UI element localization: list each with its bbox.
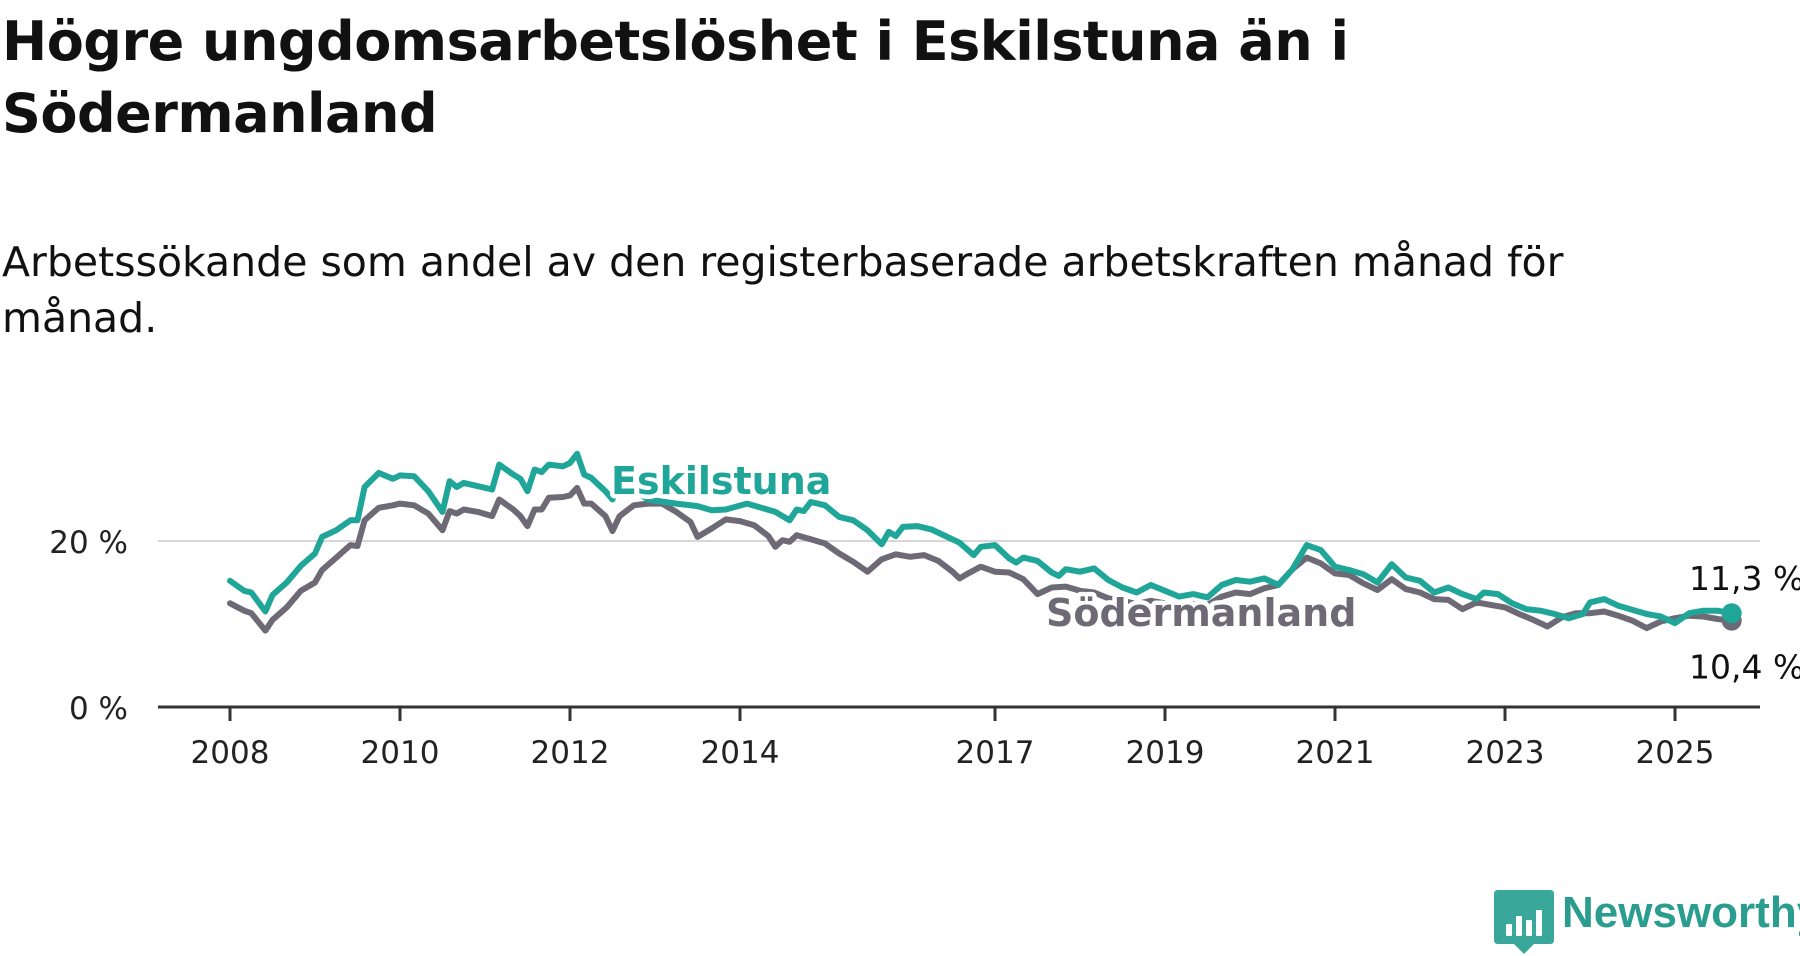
series-label-sodermanland: Södermanland xyxy=(1046,591,1356,635)
y-tick-label: 0 % xyxy=(69,691,128,727)
series-label-eskilstuna: Eskilstuna xyxy=(611,459,831,503)
y-tick-label: 20 % xyxy=(49,525,128,561)
series-label-sodermanland-halo: Södermanland xyxy=(1046,591,1356,635)
page-title: Högre ungdomsarbetslöshet i Eskilstuna ä… xyxy=(2,10,1349,145)
axes xyxy=(158,705,1760,721)
x-tick-label: 2012 xyxy=(531,735,610,771)
x-tick-label: 2021 xyxy=(1296,735,1375,771)
x-tick-label: 2019 xyxy=(1126,735,1205,771)
series-label-eskilstuna-halo: Eskilstuna xyxy=(611,459,831,503)
x-tick-label: 2010 xyxy=(361,735,440,771)
end-value-label-eskilstuna: 11,3 % xyxy=(1689,559,1800,598)
end-value-label-sodermanland: 10,4 % xyxy=(1689,648,1800,687)
newsworthy-logo-icon xyxy=(1494,890,1554,954)
x-tick-label: 2014 xyxy=(701,735,780,771)
x-tick-label: 2025 xyxy=(1636,735,1715,771)
end-point-eskilstuna xyxy=(1721,603,1742,624)
brand-name: Newsworthy xyxy=(1562,888,1800,937)
series-line-eskilstuna xyxy=(227,450,1735,627)
chart-labels: 0 % 20 % 2008 2010 2012 2014 2017 2019 2021 2023 2… xyxy=(49,455,1800,772)
series-lines xyxy=(227,450,1742,634)
series-line-sodermanland xyxy=(227,484,1735,634)
x-tick-label: 2023 xyxy=(1466,735,1545,771)
x-tick-label: 2008 xyxy=(191,735,270,771)
x-tick-label: 2017 xyxy=(956,735,1035,771)
page-subtitle: Arbetssökande som andel av den registerb… xyxy=(2,238,1564,342)
